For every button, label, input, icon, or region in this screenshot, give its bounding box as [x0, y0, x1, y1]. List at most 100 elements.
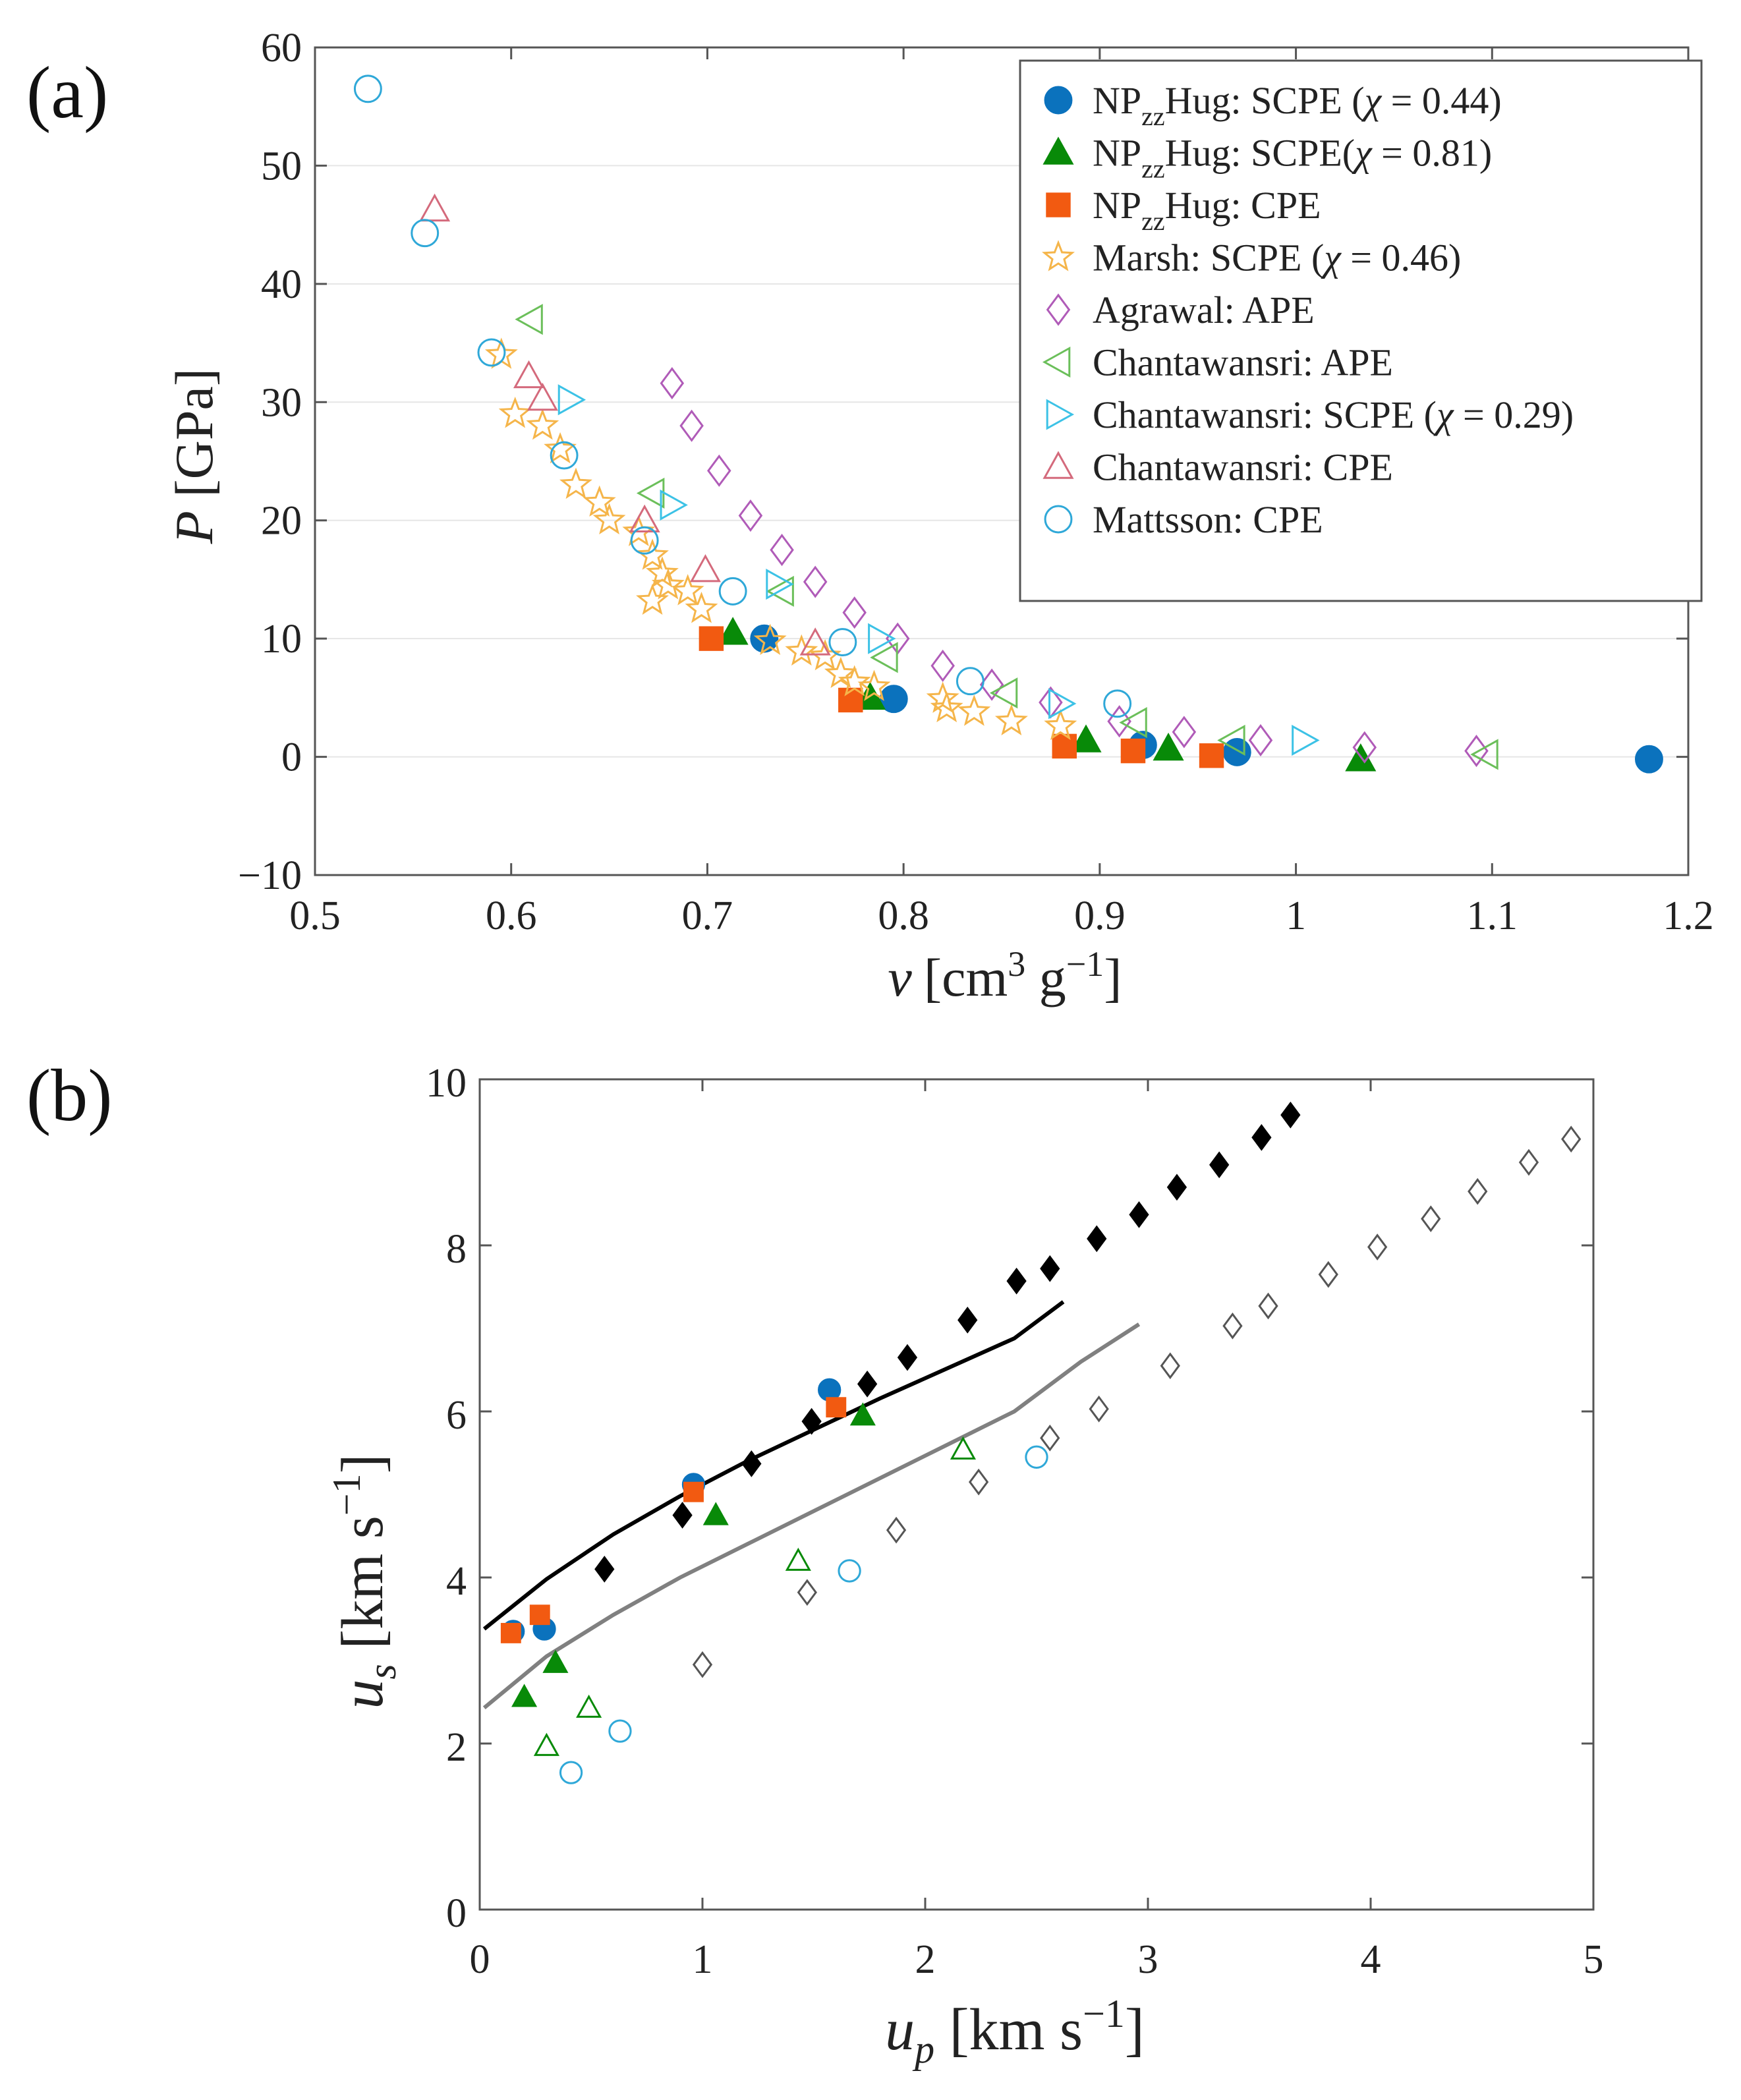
data-point — [576, 1694, 602, 1718]
data-point — [1222, 737, 1251, 766]
x-tick-label: 1 — [1286, 894, 1306, 938]
legend-chi: χ — [1321, 237, 1342, 279]
axis-ticks-a: 0.5 0.6 0.7 0.8 0.9 1 1.1 1.2 −10 0 10 20 30 40 50 60 — [238, 26, 1714, 938]
data-point — [828, 628, 857, 656]
series-2 — [500, 1397, 847, 1643]
legend-marker — [1044, 505, 1073, 534]
y-tick-label: 4 — [446, 1559, 467, 1604]
y-tick-label: −10 — [238, 853, 302, 898]
y-tick-label: 0 — [446, 1891, 467, 1936]
y-axis-label-b: us [km s−1] — [325, 1454, 404, 1709]
legend-sub: zz — [1141, 154, 1165, 184]
series-2 — [699, 626, 1224, 768]
data-point — [1087, 1225, 1107, 1253]
x-tick-label: 0.9 — [1074, 894, 1126, 938]
data-point — [542, 1649, 569, 1673]
legend-entry: Chantawansri: SCPE (χ = 0.29) — [1093, 393, 1574, 436]
data-point — [897, 1344, 918, 1371]
data-point — [1209, 1151, 1230, 1179]
data-point — [1421, 1205, 1441, 1233]
data-point — [513, 360, 545, 389]
x-label-var: v — [888, 948, 912, 1007]
x-label-sup2: −1 — [1066, 944, 1104, 984]
data-marks-b — [500, 1101, 1582, 1784]
data-point — [692, 1651, 713, 1678]
x-tick-label: 3 — [1138, 1937, 1158, 1982]
axis-ticks-b: 0 1 2 3 4 5 0 2 4 6 8 10 — [426, 1061, 1604, 1982]
data-point — [550, 441, 579, 470]
data-point — [1199, 743, 1224, 768]
data-point — [559, 1761, 583, 1784]
data-point — [1040, 1424, 1060, 1452]
fit-lines-b — [482, 1300, 1141, 1710]
data-point — [994, 704, 1028, 735]
legend-chi: χ — [1433, 393, 1454, 436]
data-point — [592, 503, 626, 534]
legend-text-c: = 0.44) — [1381, 79, 1502, 122]
legend-text-b: Hug: SCPE ( — [1165, 79, 1365, 122]
x-tick-label: 5 — [1584, 1937, 1604, 1982]
data-point — [956, 667, 985, 696]
data-point — [797, 1579, 817, 1606]
data-point — [1103, 689, 1132, 718]
data-point — [1166, 1174, 1187, 1201]
data-point — [636, 477, 665, 509]
data-point — [1248, 724, 1273, 757]
y-tick-label: 0 — [281, 735, 302, 780]
legend-text-a: NP — [1093, 132, 1141, 175]
data-point — [1251, 1123, 1272, 1151]
legend-box — [1019, 59, 1703, 602]
data-point — [689, 553, 722, 582]
data-point — [838, 687, 863, 713]
data-point — [1070, 724, 1102, 752]
data-point — [803, 565, 828, 598]
y-tick-label: 8 — [446, 1227, 467, 1272]
y-tick-label: 2 — [446, 1725, 467, 1770]
x-label-open-b: [km s — [934, 1997, 1083, 2062]
data-point — [702, 1502, 729, 1525]
y-tick-label: 20 — [261, 499, 302, 544]
legend-marker — [1042, 136, 1074, 165]
data-point — [1119, 706, 1147, 739]
legend-text-a: Chantawansri: APE — [1093, 341, 1393, 384]
x-label-var-b: u — [885, 1997, 915, 2062]
data-point — [826, 1397, 847, 1418]
legend-text-c: = 0.81) — [1372, 132, 1493, 175]
data-point — [741, 1450, 762, 1477]
data-point — [870, 642, 898, 673]
data-point — [1518, 1149, 1539, 1176]
x-label-sup-b: −1 — [1083, 1992, 1125, 2035]
data-point — [1352, 731, 1377, 764]
x-label-sub-b: p — [912, 2028, 934, 2071]
panel-label-a: (a) — [26, 52, 108, 134]
data-point — [968, 1468, 989, 1496]
grid-a — [315, 47, 1688, 876]
series-8 — [353, 74, 1132, 718]
data-point — [498, 397, 532, 428]
data-point — [1052, 733, 1077, 759]
series-3 — [484, 337, 1077, 741]
legend-marker — [1042, 240, 1075, 271]
data-point — [879, 685, 908, 714]
data-point — [419, 193, 451, 222]
plot-frame-b — [478, 1078, 1595, 1911]
data-point — [630, 526, 659, 555]
x-axis-label-b: up [km s−1] — [885, 1992, 1145, 2071]
data-point — [1468, 1178, 1488, 1205]
data-point — [1172, 716, 1197, 749]
fit-line — [482, 1322, 1141, 1710]
y-tick-label: 10 — [261, 617, 302, 662]
data-point — [766, 569, 794, 600]
x-tick-label: 0.8 — [878, 894, 929, 938]
data-point — [930, 691, 963, 723]
data-point — [989, 677, 1018, 709]
y-label-var: P — [164, 511, 224, 544]
data-point — [511, 1684, 538, 1707]
legend-entry: Mattsson: CPE — [1093, 498, 1323, 541]
data-point — [1040, 1255, 1060, 1282]
legend-entry: Agrawal: APE — [1093, 289, 1315, 331]
data-point — [583, 485, 616, 517]
y-axis-label-a: P [GPa] — [164, 368, 224, 544]
legend-text-a: NP — [1093, 79, 1141, 122]
